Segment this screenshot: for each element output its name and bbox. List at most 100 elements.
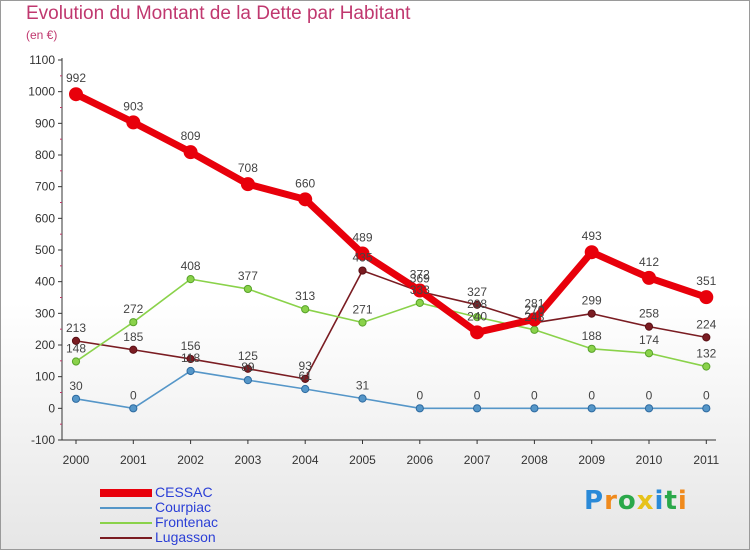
data-point	[702, 404, 711, 413]
x-tick-label: 2001	[120, 453, 147, 467]
data-point	[587, 344, 596, 353]
data-label: 708	[238, 161, 258, 175]
data-label: 240	[467, 309, 487, 323]
data-label: 93	[299, 359, 313, 373]
series-line-lugasson	[75, 269, 708, 380]
data-label: 31	[356, 379, 370, 393]
chart-title: Evolution du Montant de la Dette par Hab…	[26, 3, 411, 24]
data-label: 185	[123, 330, 143, 344]
series-line-courpiac	[75, 370, 708, 410]
y-tick-label: 700	[35, 180, 55, 194]
x-tick-label: 2009	[578, 453, 605, 467]
data-point	[129, 345, 138, 354]
data-point	[301, 374, 310, 383]
data-label: 903	[123, 99, 143, 113]
data-label: 327	[467, 285, 487, 299]
y-tick-label: 400	[35, 275, 55, 289]
legend-label: Lugasson	[155, 529, 216, 545]
legend-label: Courpiac	[155, 499, 212, 515]
data-label: 0	[646, 388, 653, 402]
x-tick-label: 2002	[177, 453, 204, 467]
data-point	[702, 362, 711, 371]
legend-swatch	[100, 537, 152, 539]
y-tick-label: 600	[35, 211, 55, 225]
x-tick-label: 2000	[63, 453, 90, 467]
legend-item-courpiac: Courpiac	[100, 499, 300, 515]
chart-unit: (en €)	[26, 28, 58, 42]
data-label: 809	[181, 129, 201, 143]
data-point	[412, 283, 427, 298]
data-label: 125	[238, 349, 258, 363]
data-point	[71, 394, 81, 403]
data-label: 435	[352, 251, 372, 265]
data-label: 258	[639, 307, 659, 321]
data-point	[587, 309, 596, 318]
y-tick-label: 100	[35, 370, 55, 384]
x-tick-label: 2008	[521, 453, 548, 467]
data-point	[473, 313, 482, 322]
series-line-cessac	[72, 90, 710, 336]
data-point	[240, 177, 255, 192]
data-point	[129, 318, 138, 327]
legend-item-frontenac: Frontenac	[100, 514, 300, 530]
data-point	[186, 354, 195, 364]
data-point	[530, 404, 539, 413]
data-label: 132	[696, 347, 716, 361]
data-point	[186, 366, 195, 376]
y-tick-label: 200	[35, 338, 55, 352]
data-point	[298, 192, 313, 207]
data-point	[301, 384, 310, 394]
x-tick-label: 2011	[693, 453, 719, 467]
data-label: 369	[410, 271, 430, 285]
data-point	[358, 266, 367, 275]
data-point	[473, 300, 482, 309]
y-tick-label: 500	[35, 243, 55, 257]
data-point	[243, 376, 252, 385]
x-tick-label: 2010	[636, 453, 663, 467]
x-tick-label: 2006	[406, 453, 433, 467]
data-label: 992	[66, 71, 86, 85]
data-label: 248	[524, 310, 544, 324]
data-point	[355, 246, 370, 261]
legend-label: Frontenac	[155, 514, 219, 530]
data-point	[584, 245, 599, 260]
y-tick-label: 1000	[28, 85, 55, 99]
data-label: 281	[524, 296, 544, 310]
y-tick-label: 800	[35, 148, 55, 162]
data-label: 299	[582, 294, 602, 308]
data-label: 313	[295, 289, 315, 303]
y-tick-label: -100	[31, 433, 55, 447]
data-point	[243, 284, 252, 294]
data-label: 0	[703, 388, 710, 402]
x-tick-label: 2004	[292, 453, 319, 467]
data-label: 271	[352, 303, 372, 317]
data-point	[644, 404, 654, 413]
data-point	[587, 404, 596, 413]
data-point	[71, 336, 81, 345]
data-point	[470, 325, 485, 340]
data-label: 333	[410, 283, 430, 297]
data-point	[129, 404, 138, 413]
series-line-frontenac	[75, 278, 708, 368]
data-point	[126, 115, 141, 130]
data-label: 412	[639, 255, 659, 269]
data-point	[358, 318, 367, 327]
data-point	[644, 349, 654, 358]
data-point	[301, 305, 310, 314]
data-label: 660	[295, 176, 315, 190]
legend-label: CESSAC	[155, 484, 213, 500]
data-label: 408	[181, 259, 201, 273]
data-point	[183, 145, 198, 160]
data-label: 89	[241, 360, 255, 374]
data-point	[358, 394, 367, 403]
y-tick-label: 300	[35, 306, 55, 320]
data-point	[186, 275, 195, 284]
data-point	[527, 312, 542, 327]
data-label: 493	[582, 229, 602, 243]
data-label: 224	[696, 317, 716, 331]
y-tick-label: 0	[48, 401, 55, 415]
data-label: 156	[181, 339, 201, 353]
data-label: 0	[416, 388, 423, 402]
data-label: 0	[531, 388, 538, 402]
